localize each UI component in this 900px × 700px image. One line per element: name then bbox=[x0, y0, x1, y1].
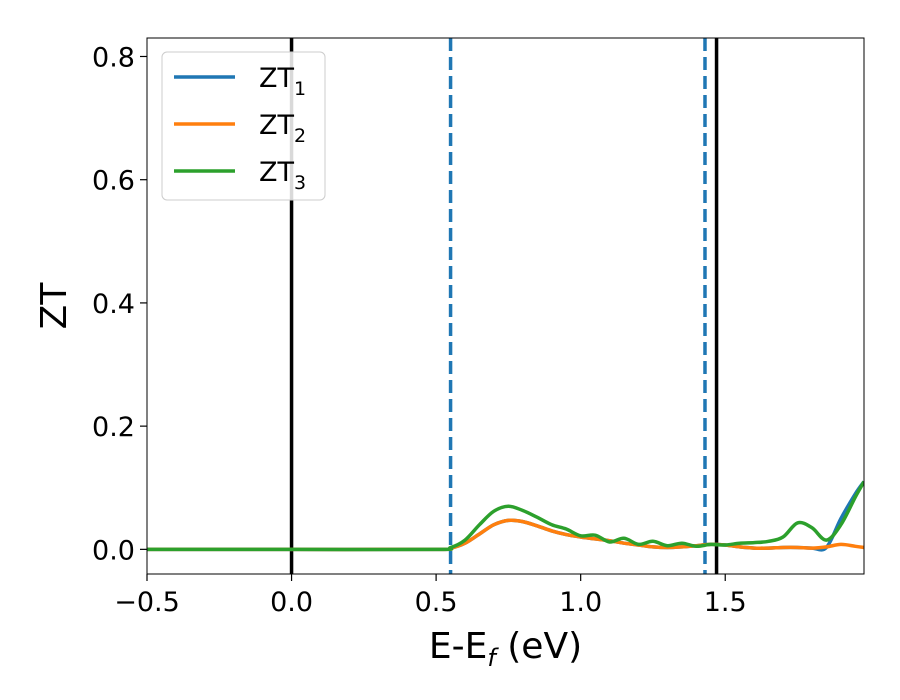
legend-box bbox=[161, 51, 326, 201]
x-tick-label: 1.5 bbox=[704, 587, 747, 618]
legend-label: ZT1 bbox=[259, 63, 306, 100]
x-axis-title-unit: (eV) bbox=[496, 626, 582, 667]
legend-item: ZT2 bbox=[174, 110, 306, 147]
series-line-zt3 bbox=[147, 480, 864, 552]
x-axis: −0.5 0.0 0.5 1.0 1.5 bbox=[114, 574, 747, 618]
y-axis: 0.0 0.2 0.4 0.6 0.8 bbox=[92, 42, 147, 566]
y-tick-label: 0.8 bbox=[92, 42, 135, 73]
y-tick-label: 0.4 bbox=[92, 289, 135, 320]
x-tick-label: −0.5 bbox=[114, 587, 180, 618]
y-tick-label: 0.2 bbox=[92, 412, 135, 443]
axes-frame bbox=[146, 37, 865, 575]
x-axis-title-main: E-E bbox=[429, 626, 487, 667]
legend: ZT1 ZT2 ZT3 bbox=[161, 51, 326, 201]
legend-item: ZT3 bbox=[174, 157, 306, 194]
legend-item: ZT1 bbox=[174, 63, 306, 100]
vertical-reference-lines bbox=[289, 38, 719, 574]
x-tick-label: 0.5 bbox=[415, 587, 458, 618]
y-axis-title: ZT bbox=[34, 282, 75, 330]
series-layer bbox=[147, 480, 864, 552]
x-axis-title: E-Ef (eV) bbox=[429, 626, 582, 672]
legend-label: ZT3 bbox=[259, 157, 306, 194]
x-tick-label: 0.0 bbox=[270, 587, 313, 618]
legend-label: ZT2 bbox=[259, 110, 306, 147]
y-tick-label: 0.6 bbox=[92, 166, 135, 197]
y-tick-label: 0.0 bbox=[92, 535, 135, 566]
series-line-zt2 bbox=[147, 518, 864, 552]
series-line-zt1 bbox=[147, 480, 864, 552]
x-tick-label: 1.0 bbox=[559, 587, 602, 618]
